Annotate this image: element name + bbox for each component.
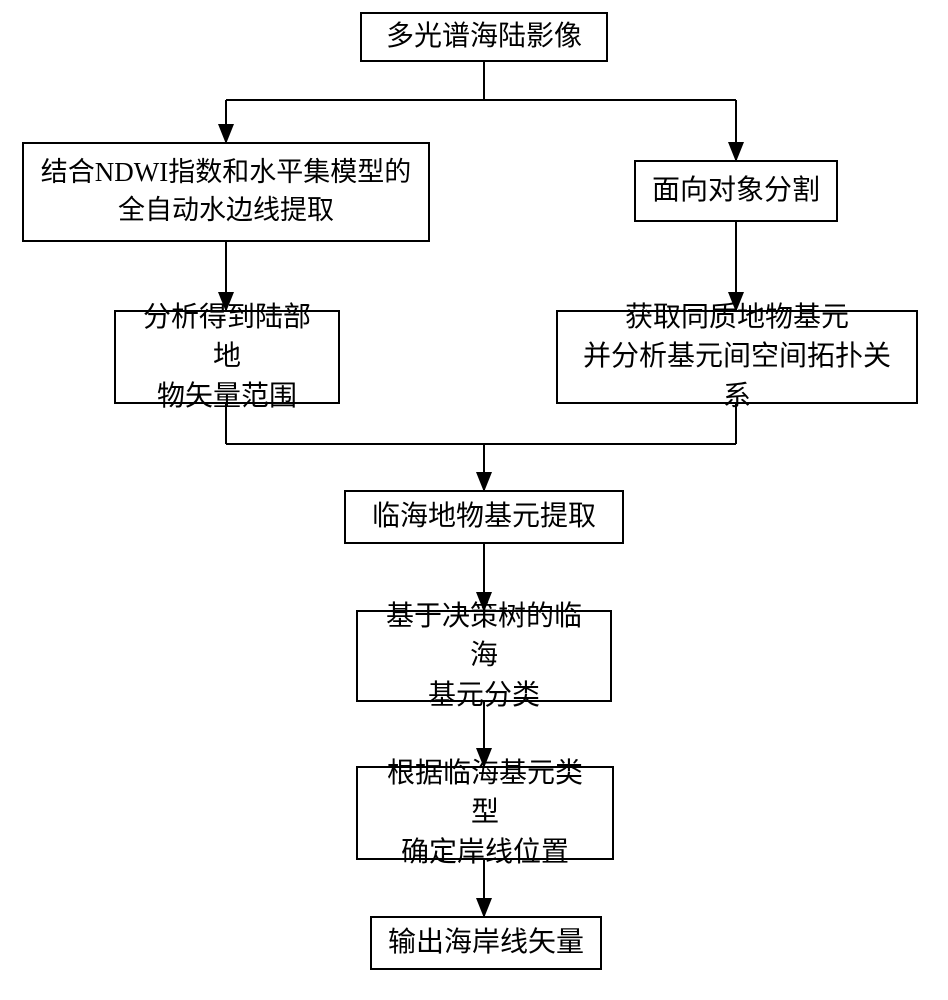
node-land-vector-range: 分析得到陆部地物矢量范围 — [114, 310, 340, 404]
node-label: 输出海岸线矢量 — [388, 923, 584, 962]
node-label: 面向对象分割 — [652, 171, 820, 210]
node-label: 分析得到陆部地物矢量范围 — [132, 298, 322, 416]
node-coastal-primitive-extraction: 临海地物基元提取 — [344, 490, 624, 544]
node-ndwi-waterline: 结合NDWI指数和水平集模型的全自动水边线提取 — [22, 142, 430, 242]
node-homogeneous-primitives: 获取同质地物基元并分析基元间空间拓扑关系 — [556, 310, 918, 404]
node-object-segmentation: 面向对象分割 — [634, 160, 838, 222]
node-label: 结合NDWI指数和水平集模型的全自动水边线提取 — [41, 154, 411, 230]
node-label: 基于决策树的临海基元分类 — [374, 597, 594, 715]
node-label: 根据临海基元类型确定岸线位置 — [374, 754, 596, 872]
node-determine-coastline-position: 根据临海基元类型确定岸线位置 — [356, 766, 614, 860]
node-decision-tree-classification: 基于决策树的临海基元分类 — [356, 610, 612, 702]
node-label: 多光谱海陆影像 — [386, 17, 582, 56]
node-label: 临海地物基元提取 — [372, 497, 596, 536]
node-input-multispectral: 多光谱海陆影像 — [360, 12, 608, 62]
node-output-coastline-vector: 输出海岸线矢量 — [370, 916, 602, 970]
node-label: 获取同质地物基元并分析基元间空间拓扑关系 — [574, 298, 900, 416]
